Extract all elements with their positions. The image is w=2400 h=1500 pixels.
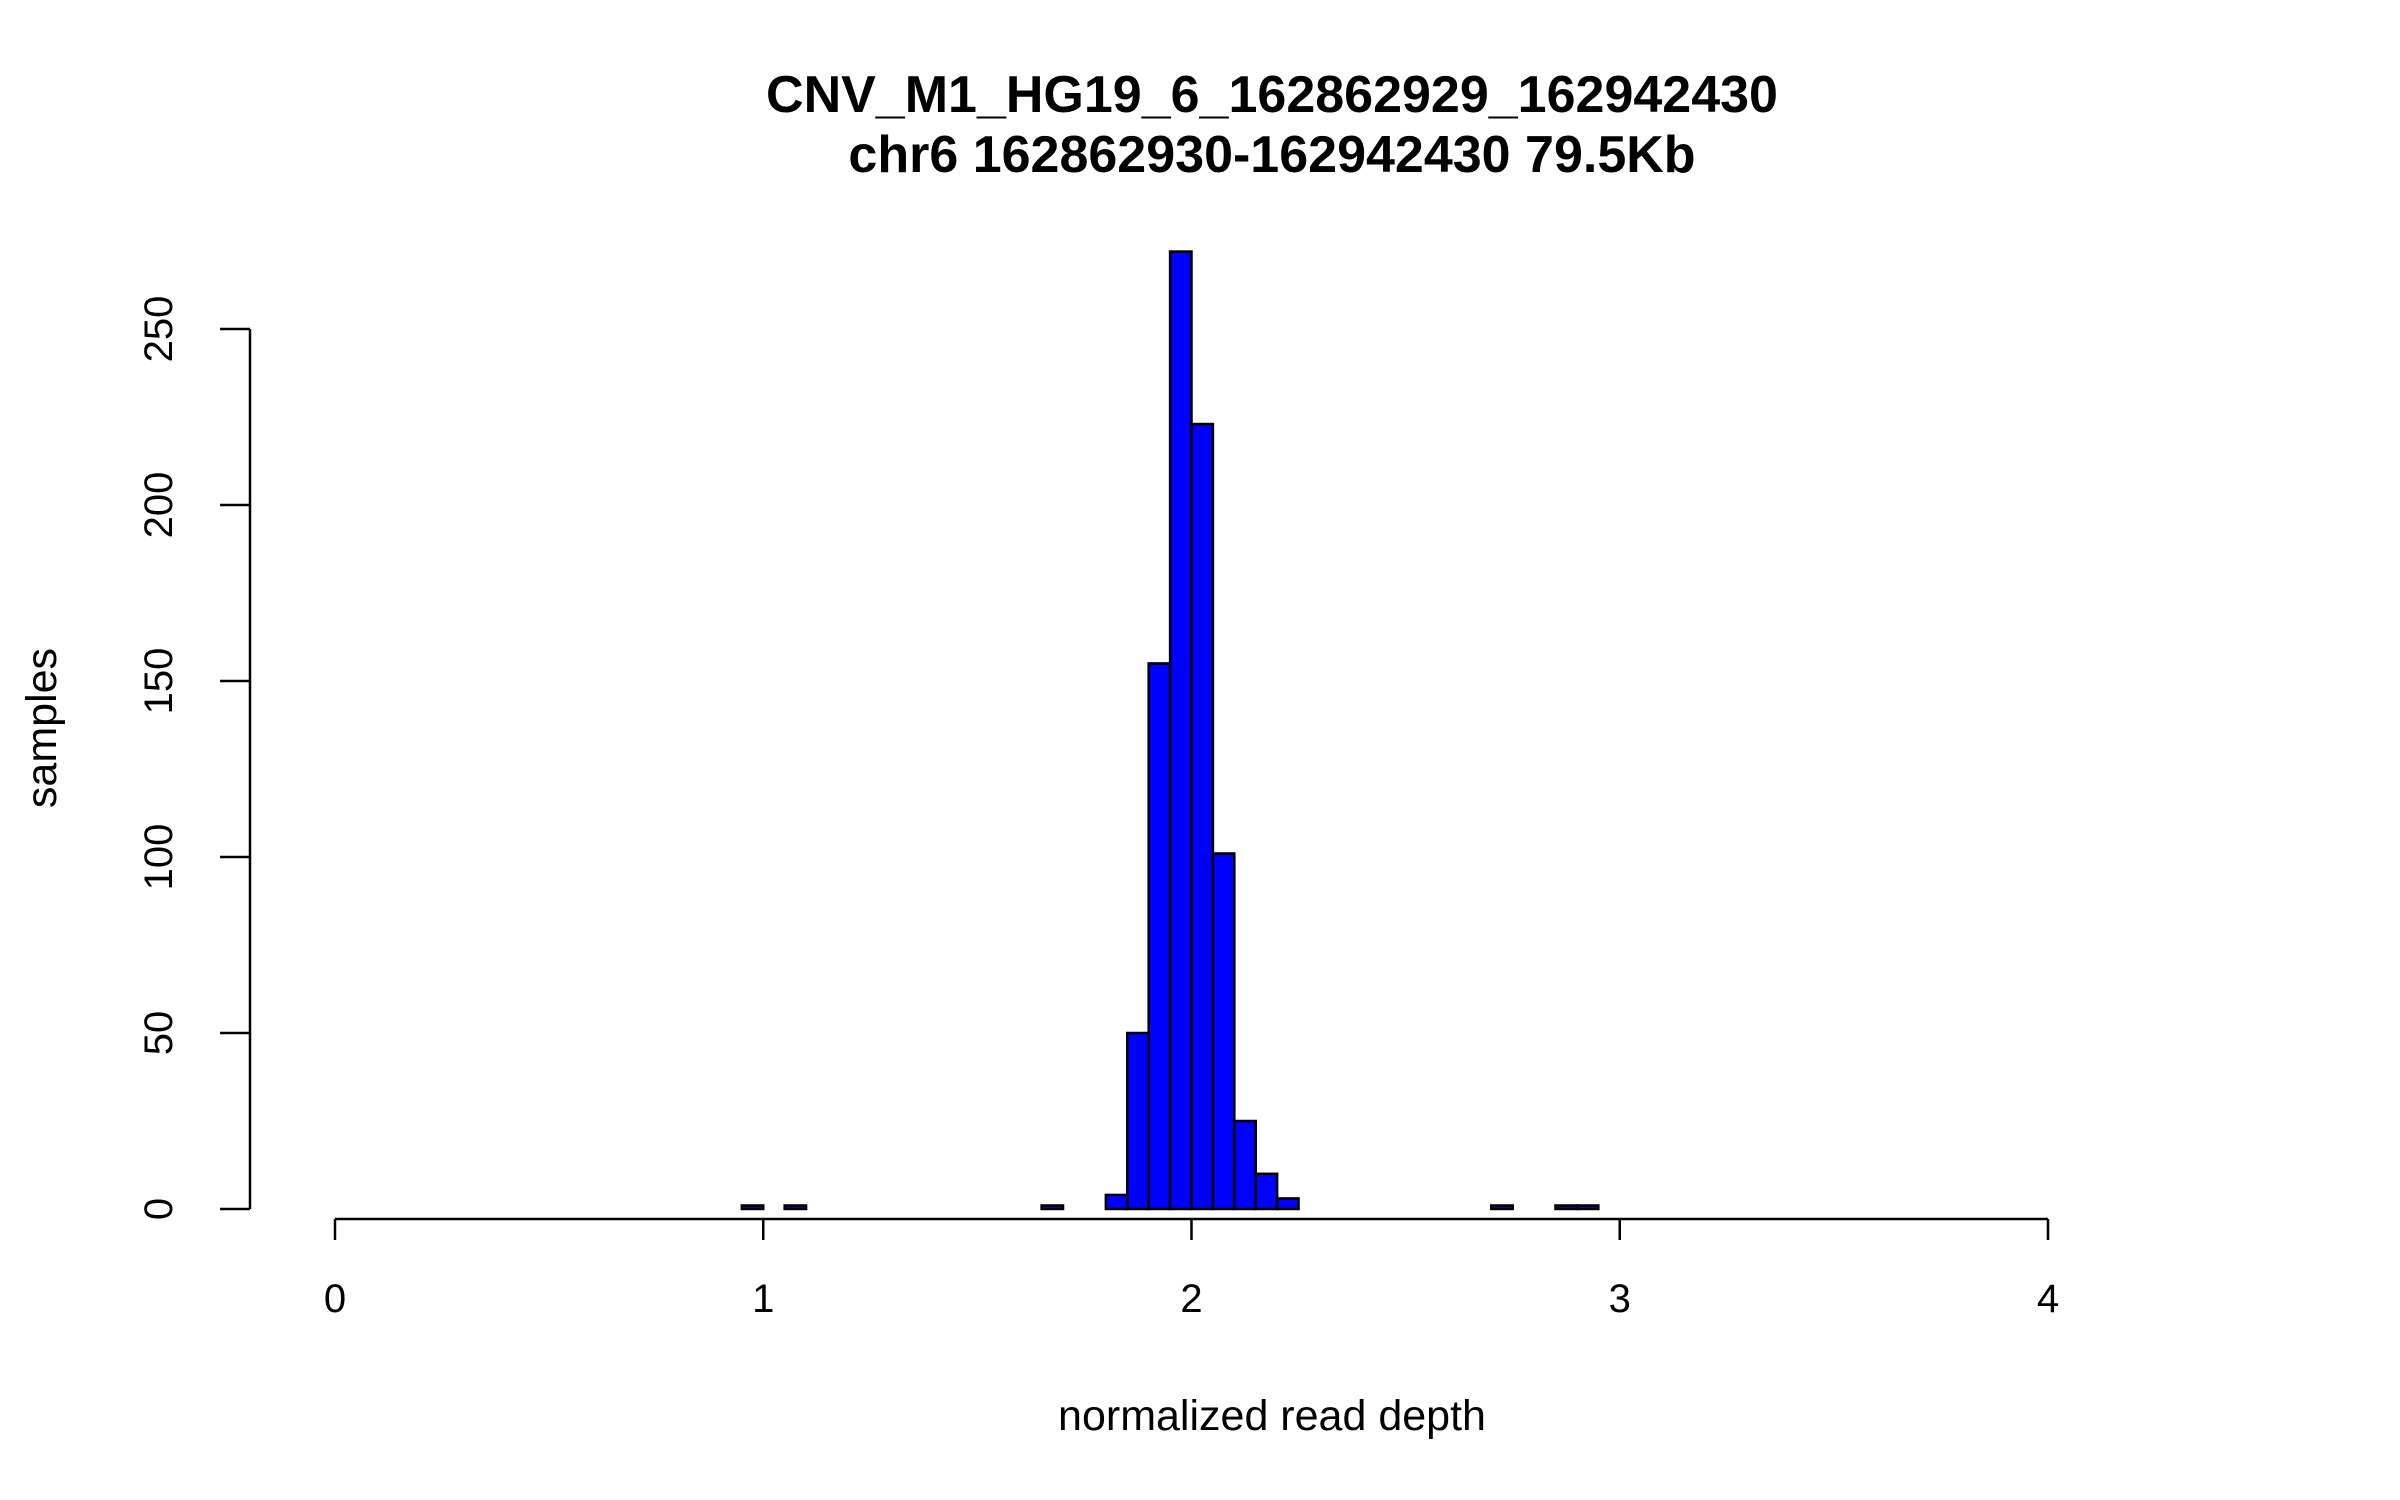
y-tick-label-5: 250 [137,296,181,363]
y-axis: 0 50 100 150 200 250 [137,296,252,1220]
y-tick-label-2: 100 [137,824,181,891]
histogram-bar-36 [1104,1193,1129,1211]
histogram-bar-38 [1147,662,1172,1211]
y-tick-label-0: 0 [137,1198,181,1220]
chart-title: CNV_M1_HG19_6_162862929_162942430 [766,66,1778,124]
histogram-bar-21 [783,1204,808,1211]
histogram-bar-58 [1575,1204,1600,1211]
x-tick-label-0: 0 [324,1277,346,1321]
histogram-bar-37 [1126,1031,1150,1211]
histogram-bar-41 [1211,852,1236,1211]
y-tick-label-4: 200 [137,472,181,539]
x-tick-label-1: 1 [752,1277,774,1321]
x-tick-label-3: 3 [1609,1277,1631,1321]
x-tick-label-4: 4 [2037,1277,2059,1321]
x-axis: 0 1 2 3 4 [324,1217,2059,1321]
histogram-bar-42 [1233,1119,1257,1211]
histogram-bar-43 [1254,1172,1279,1211]
histogram-bar-57 [1554,1204,1579,1211]
x-tick-label-2: 2 [1180,1277,1202,1321]
histogram-bar-44 [1275,1197,1300,1211]
histogram-bar-19 [740,1204,765,1211]
y-tick-label-3: 150 [137,648,181,715]
chart-subtitle: chr6 162862930-162942430 79.5Kb [848,126,1695,184]
histogram-bar-33 [1040,1204,1065,1211]
y-tick-label-1: 50 [137,1011,181,1056]
x-axis-title: normalized read depth [1058,1392,1486,1440]
histogram-bars [740,250,1600,1211]
histogram-bar-54 [1490,1204,1514,1211]
histogram-bar-40 [1190,422,1215,1211]
histogram-bar-39 [1168,250,1193,1211]
y-axis-title: samples [18,648,66,808]
